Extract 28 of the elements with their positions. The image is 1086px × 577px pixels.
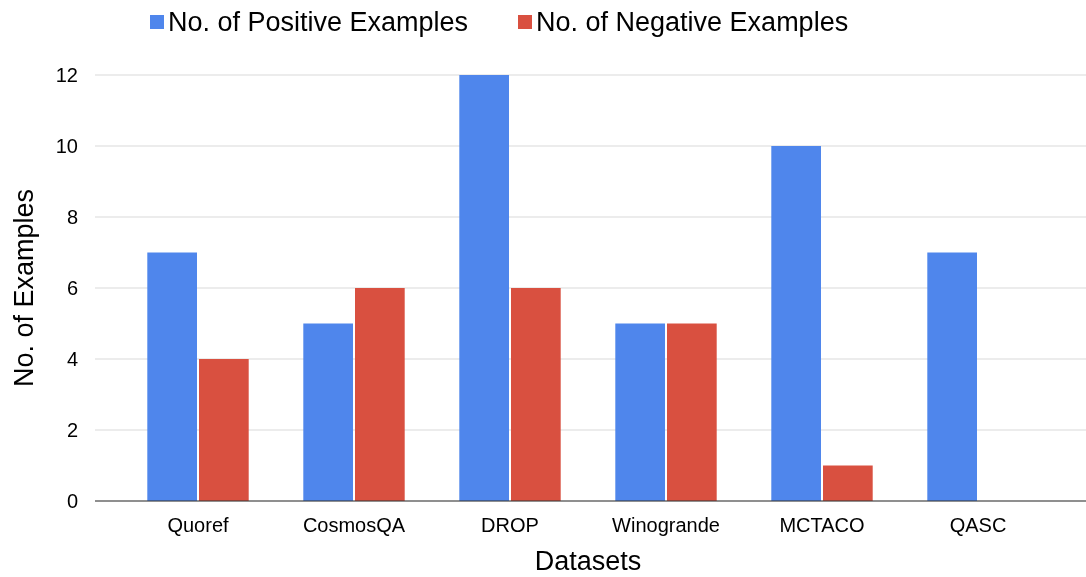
y-tick-label: 2	[66, 419, 78, 441]
y-tick-label: 6	[66, 277, 78, 299]
y-tick-label: 4	[66, 348, 78, 370]
y-tick-label: 0	[66, 490, 78, 512]
bar	[927, 252, 977, 501]
bar	[459, 75, 509, 501]
x-tick-label: CosmosQA	[302, 514, 406, 536]
bar	[667, 323, 717, 501]
bar	[355, 288, 405, 501]
bar	[303, 323, 353, 501]
bar	[511, 288, 561, 501]
x-tick-label: MCTACO	[779, 514, 865, 536]
bar	[199, 359, 249, 501]
y-tick-label: 8	[66, 206, 78, 228]
bar	[823, 465, 873, 501]
legend-label: No. of Positive Examples	[168, 7, 469, 37]
y-tick-label: 12	[55, 64, 78, 86]
bar	[771, 146, 821, 501]
x-tick-label: Winogrande	[612, 514, 720, 536]
legend-label: No. of Negative Examples	[536, 7, 849, 37]
x-tick-label: Quoref	[167, 514, 230, 536]
x-axis-title: Datasets	[534, 546, 642, 576]
y-tick-label: 10	[55, 135, 78, 157]
x-tick-label: QASC	[949, 514, 1007, 536]
x-tick-label: DROP	[481, 514, 539, 536]
bar	[147, 252, 197, 501]
y-axis-title: No. of Examples	[9, 188, 39, 388]
bar	[615, 323, 665, 501]
